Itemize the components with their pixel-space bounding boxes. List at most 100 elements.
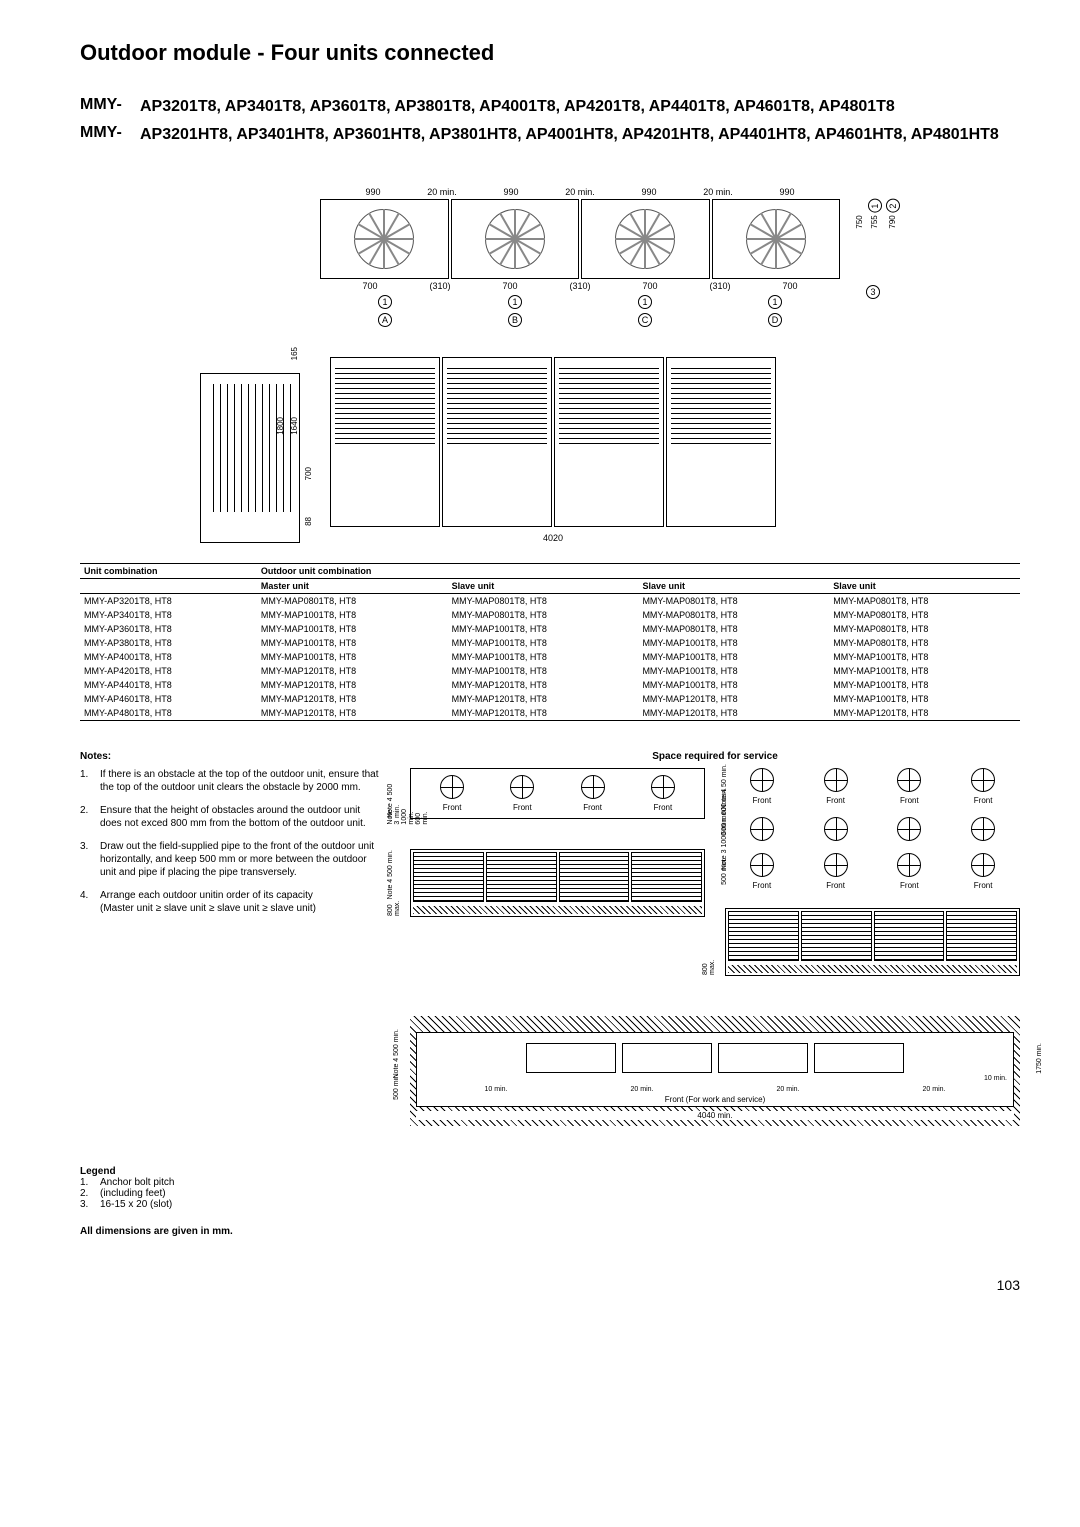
table-row: MMY-AP4201T8, HT8MMY-MAP1201T8, HT8MMY-M… [80, 664, 1020, 678]
table-cell: MMY-AP4601T8, HT8 [80, 692, 257, 706]
top-dim: 990 [734, 187, 840, 197]
notes-title: Notes: [80, 751, 380, 762]
top-dim: 20 min. [426, 187, 458, 197]
unit-circled: 1 [580, 295, 710, 309]
unit-circled: 1 [710, 295, 840, 309]
table-cell: MMY-MAP0801T8, HT8 [638, 608, 829, 622]
table-cell: MMY-MAP1201T8, HT8 [829, 706, 1020, 721]
note-item: 1.If there is an obstacle at the top of … [80, 768, 380, 794]
table-cell: MMY-AP4201T8, HT8 [80, 664, 257, 678]
svc-label-500-bot: 500 min. [393, 1073, 400, 1100]
page-number: 103 [80, 1277, 1020, 1293]
table-cell: MMY-MAP1001T8, HT8 [829, 664, 1020, 678]
svc-label-note3: Note 3 1000 min. 600 min. [387, 809, 429, 825]
circled-3: 3 [866, 285, 880, 299]
table-cell: MMY-MAP0801T8, HT8 [829, 622, 1020, 636]
bot-dim: 700 [320, 281, 420, 291]
svc-label-500: 500 min. [721, 858, 728, 885]
svc-top-plan-right: Note 4 50 min. Note 3 1000 min. 600 min.… [725, 768, 1020, 890]
svc-bdim: 10 min. [423, 1086, 569, 1093]
page-title: Outdoor module - Four units connected [80, 40, 1020, 66]
table-cell: MMY-MAP1001T8, HT8 [829, 692, 1020, 706]
fan-unit-a [320, 199, 449, 279]
svc-bdim: 20 min. [715, 1086, 861, 1093]
bot-dim: 700 [740, 281, 840, 291]
table-row: MMY-AP4601T8, HT8MMY-MAP1201T8, HT8MMY-M… [80, 692, 1020, 706]
front-unit-b [442, 357, 552, 527]
front-h88: 88 [304, 517, 313, 526]
fan-unit-b [451, 199, 580, 279]
front-h1800: 1800 [276, 417, 285, 435]
th-slave1: Slave unit [448, 578, 639, 593]
th-slave2: Slave unit [638, 578, 829, 593]
svc-bottom-plan: Note 4 500 min. 500 min. 1750 min. 10 mi… [410, 1016, 1020, 1126]
note-item: 4.Arrange each outdoor unitin order of i… [80, 889, 380, 915]
front-unit-d [666, 357, 776, 527]
table-row: MMY-AP4001T8, HT8MMY-MAP1001T8, HT8MMY-M… [80, 650, 1020, 664]
table-cell: MMY-MAP0801T8, HT8 [448, 593, 639, 608]
table-row: MMY-AP3601T8, HT8MMY-MAP1001T8, HT8MMY-M… [80, 622, 1020, 636]
side-dim-h2: 755 1 [868, 199, 882, 229]
table-row: MMY-AP3201T8, HT8 MMY-MAP0801T8, HT8MMY-M… [80, 593, 1020, 608]
unit-letter-d: D [710, 313, 840, 327]
bot-dim: (310) [700, 281, 740, 291]
svc-top-plan-left: Note 4 500 min. Note 3 1000 min. 600 min… [410, 768, 705, 819]
table-cell: MMY-MAP1201T8, HT8 [638, 692, 829, 706]
table-row: MMY-AP3401T8, HT8MMY-MAP1001T8, HT8MMY-M… [80, 608, 1020, 622]
th-blank [80, 578, 257, 593]
model-group-1: MMY- AP3201T8, AP3401T8, AP3601T8, AP380… [80, 96, 1020, 118]
table-cell: MMY-AP3201T8, HT8 [80, 593, 257, 608]
dimensional-diagram: 990 20 min. 990 20 min. 990 20 min. 990 … [80, 187, 1020, 543]
model-prefix-1: MMY- [80, 96, 140, 118]
bot-dim: 700 [600, 281, 700, 291]
side-profile [200, 373, 300, 543]
table-cell: MMY-AP3801T8, HT8 [80, 636, 257, 650]
table-cell: MMY-MAP1001T8, HT8 [448, 650, 639, 664]
table-cell: MMY-MAP1001T8, HT8 [638, 678, 829, 692]
svc-bottom-label: Front (For work and service) [423, 1095, 1007, 1104]
notes-column: Notes: 1.If there is an obstacle at the … [80, 751, 380, 1126]
unit-letter-a: A [320, 313, 450, 327]
table-cell: MMY-MAP1001T8, HT8 [257, 650, 448, 664]
legend-item: 2.(including feet) [80, 1188, 1020, 1199]
table-cell: MMY-MAP1001T8, HT8 [829, 650, 1020, 664]
front-h165: 165 [290, 347, 299, 360]
front-h1640: 1640 [290, 417, 299, 435]
table-cell: MMY-MAP1001T8, HT8 [638, 650, 829, 664]
table-cell: MMY-MAP1001T8, HT8 [257, 622, 448, 636]
table-cell: MMY-AP4801T8, HT8 [80, 706, 257, 721]
side-dim-h1: 750 [855, 199, 864, 229]
th-slave3: Slave unit [829, 578, 1020, 593]
front-unit-a [330, 357, 440, 527]
table-cell: MMY-MAP0801T8, HT8 [638, 593, 829, 608]
table-row: MMY-AP4801T8, HT8MMY-MAP1201T8, HT8MMY-M… [80, 706, 1020, 721]
svc-label-1750: 1750 min. [1036, 1043, 1043, 1074]
table-cell: MMY-MAP1201T8, HT8 [257, 706, 448, 721]
unit-letter-b: B [450, 313, 580, 327]
table-cell: MMY-MAP1201T8, HT8 [448, 678, 639, 692]
unit-circled: 1 [320, 295, 450, 309]
table-cell: MMY-MAP1201T8, HT8 [448, 692, 639, 706]
unit-circled: 1 [450, 295, 580, 309]
svc-label-note4-bot: Note 4 500 min. [393, 1029, 400, 1078]
combination-table: Unit combination Outdoor unit combinatio… [80, 563, 1020, 721]
table-cell: MMY-MAP1001T8, HT8 [638, 636, 829, 650]
service-column: Space required for service Note 4 500 mi… [410, 751, 1020, 1126]
dimensions-note: All dimensions are given in mm. [80, 1226, 1020, 1237]
front-h700: 700 [304, 467, 313, 480]
table-cell: MMY-MAP1001T8, HT8 [257, 608, 448, 622]
model-list-2: AP3201HT8, AP3401HT8, AP3601HT8, AP3801H… [140, 124, 999, 146]
service-title: Space required for service [410, 751, 1020, 762]
model-list-1: AP3201T8, AP3401T8, AP3601T8, AP3801T8, … [140, 96, 895, 118]
table-cell: MMY-MAP1001T8, HT8 [448, 664, 639, 678]
bot-dim: (310) [560, 281, 600, 291]
front-unit-c [554, 357, 664, 527]
note-item: 3.Draw out the field-supplied pipe to th… [80, 840, 380, 879]
model-prefix-2: MMY- [80, 124, 140, 146]
fan-unit-c [581, 199, 710, 279]
table-cell: MMY-MAP1001T8, HT8 [448, 622, 639, 636]
svc-bdim: 20 min. [861, 1086, 1007, 1093]
table-cell: MMY-MAP1201T8, HT8 [638, 706, 829, 721]
table-cell: MMY-MAP1001T8, HT8 [638, 664, 829, 678]
table-cell: MMY-AP4001T8, HT8 [80, 650, 257, 664]
